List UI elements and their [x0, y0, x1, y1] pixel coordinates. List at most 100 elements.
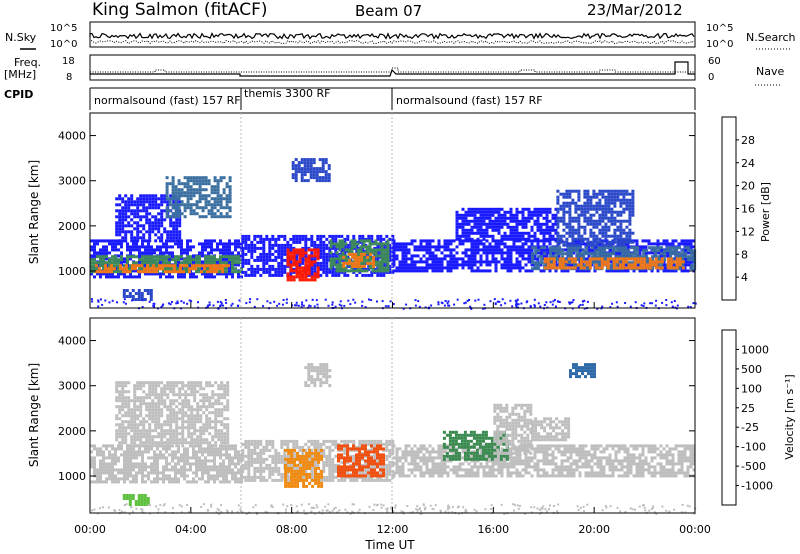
- power-cell: [669, 249, 673, 253]
- power-cell: [253, 273, 257, 277]
- power-cell: [370, 237, 374, 241]
- power-cell: [594, 266, 598, 270]
- power-cell: [401, 269, 405, 273]
- velocity-cell: [222, 465, 225, 469]
- power-cell: [509, 234, 513, 238]
- power-cell: [354, 264, 358, 268]
- power-cell: [228, 191, 232, 195]
- power-cell: [622, 243, 626, 247]
- power-cell: [524, 207, 528, 211]
- velocity-cell: [126, 468, 129, 472]
- power-cell: [360, 252, 364, 256]
- power-cell: [165, 197, 169, 201]
- power-cell: [228, 242, 231, 246]
- power-cell: [111, 275, 114, 279]
- power-cell: [374, 263, 378, 267]
- power-cell: [402, 307, 405, 310]
- power-cell: [377, 254, 381, 258]
- power-cell: [286, 263, 290, 267]
- velocity-cell: [139, 381, 143, 385]
- power-cell: [391, 234, 395, 238]
- power-cell: [665, 269, 669, 273]
- power-cell: [488, 234, 492, 238]
- velocity-cell: [216, 447, 219, 451]
- power-cell: [383, 242, 387, 246]
- velocity-cell: [168, 462, 171, 466]
- power-cell: [628, 237, 632, 241]
- power-cell: [247, 246, 251, 250]
- power-cell: [209, 270, 212, 274]
- power-cell: [174, 255, 177, 259]
- velocity-cell: [99, 462, 102, 466]
- power-cell: [521, 225, 525, 229]
- power-cell: [101, 270, 104, 274]
- power-cell: [503, 210, 507, 214]
- velocity-cell: [222, 474, 225, 478]
- power-cell: [143, 298, 147, 301]
- power-cell: [90, 261, 93, 265]
- power-cell: [606, 263, 610, 267]
- power-cell: [165, 239, 168, 243]
- power-cell: [331, 267, 335, 271]
- power-cell: [597, 261, 601, 265]
- power-cell: [588, 257, 592, 261]
- power-cell: [609, 257, 613, 261]
- power-cell: [169, 194, 173, 198]
- power-cell: [201, 194, 205, 198]
- power-cell: [388, 252, 392, 256]
- power-cell: [102, 261, 105, 265]
- power-cell: [125, 264, 128, 268]
- power-cell: [488, 216, 492, 220]
- power-cell: [129, 248, 132, 252]
- power-cell: [122, 267, 125, 271]
- power-cell: [422, 239, 426, 243]
- power-cell: [616, 305, 619, 308]
- power-cell: [458, 257, 462, 261]
- power-cell: [527, 254, 531, 258]
- power-cell: [631, 213, 635, 217]
- power-cell: [621, 260, 625, 264]
- power-cell: [126, 255, 129, 259]
- power-cell: [491, 251, 495, 255]
- power-cell: [604, 216, 608, 220]
- power-cell: [138, 248, 141, 252]
- power-cell: [376, 273, 380, 277]
- power-cell: [392, 257, 396, 261]
- power-cell: [301, 301, 304, 304]
- power-cell: [512, 237, 516, 241]
- power-cell: [121, 215, 125, 219]
- power-cell: [665, 299, 668, 301]
- power-cell: [565, 189, 569, 193]
- power-cell: [386, 242, 390, 246]
- power-cell: [108, 261, 111, 265]
- power-cell: [362, 239, 366, 243]
- power-cell: [180, 203, 184, 207]
- velocity-cell: [130, 399, 134, 403]
- power-cell: [210, 272, 213, 276]
- power-cell: [625, 189, 629, 193]
- power-cell: [607, 228, 611, 232]
- power-cell: [241, 249, 245, 253]
- power-cell: [250, 270, 254, 274]
- velocity-cell: [99, 468, 102, 472]
- power-cell: [142, 224, 146, 228]
- power-cell: [198, 255, 201, 259]
- power-cell: [509, 231, 513, 235]
- power-cell: [542, 207, 546, 211]
- velocity-cell: [121, 393, 125, 397]
- power-cell: [604, 222, 608, 226]
- power-cell: [518, 210, 522, 214]
- power-cell: [548, 210, 552, 214]
- power-cell: [130, 200, 134, 204]
- power-cell: [225, 206, 229, 210]
- power-cell: [622, 240, 626, 244]
- power-cell: [130, 236, 134, 240]
- power-cell: [256, 246, 260, 250]
- power-cell: [294, 158, 298, 162]
- velocity-cell: [135, 456, 138, 460]
- velocity-cell: [114, 468, 117, 472]
- power-cell: [662, 242, 666, 246]
- velocity-cell: [124, 411, 128, 415]
- velocity-cell: [121, 426, 125, 430]
